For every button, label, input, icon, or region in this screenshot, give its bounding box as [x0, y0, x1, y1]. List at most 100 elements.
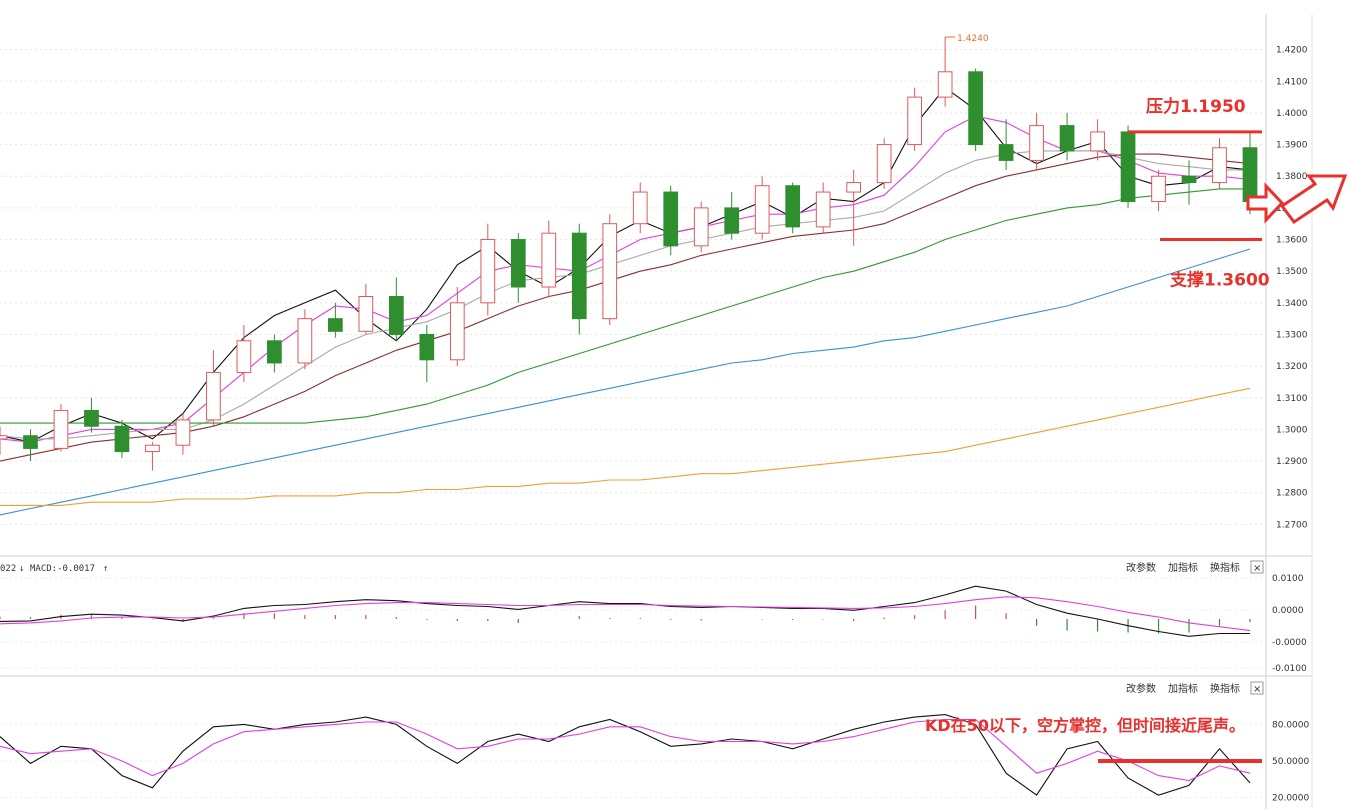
resistance-label: 压力1.1950: [1146, 96, 1246, 117]
kd-line-k: [0, 714, 1251, 796]
peak-label: 1.4240: [957, 34, 989, 44]
price-tick-label: 1.3800: [1276, 172, 1308, 182]
price-tick-label: 1.3000: [1276, 425, 1308, 435]
candle-body: [510, 239, 526, 288]
candle-body: [1029, 125, 1044, 161]
ma-line-ma120: [0, 248, 1251, 516]
kd-change-params-button[interactable]: 改参数: [1126, 682, 1156, 695]
candle-body: [602, 223, 618, 320]
candle-body: [1181, 175, 1197, 184]
kd-close-icon[interactable]: ×: [1253, 684, 1261, 695]
macd-line-dif: [0, 585, 1250, 637]
moving-average-lines: [0, 86, 1251, 516]
ma-line-ma30: [0, 153, 1251, 462]
price-tick-label: 1.3200: [1276, 362, 1308, 372]
candle-body: [663, 191, 679, 247]
kd-note: KD在50以下，空方掌控，但时间接近尾声。: [925, 716, 1245, 735]
macd-label: MACD:-0.0017: [30, 564, 95, 574]
candle-body: [419, 333, 435, 361]
macd-tick-label: 0.0000: [1272, 606, 1304, 616]
candle-body: [907, 96, 922, 146]
price-tick-label: 1.3600: [1276, 236, 1308, 246]
macd-tick-label: 0.0100: [1272, 574, 1304, 584]
macd-tick-label: -0.0000: [1272, 638, 1307, 648]
macd-up-arrow-icon: ↑: [103, 564, 108, 574]
price-tick-label: 1.2800: [1276, 489, 1308, 499]
kd-axis-ticks: 80.0000 50.0000 20.0000: [1272, 720, 1309, 803]
kd-switch-indicator-button[interactable]: 换指标: [1210, 682, 1240, 695]
close-box[interactable]: [1250, 560, 1264, 574]
candle-body: [541, 232, 557, 288]
candle-body: [388, 295, 404, 335]
candle-body: [0, 435, 8, 440]
candle-body: [1212, 147, 1227, 184]
candle-body: [937, 71, 953, 98]
candle-body: [297, 318, 313, 364]
macd-header: 022 ↓ MACD:-0.0017 ↑: [0, 564, 108, 574]
kd-close-box[interactable]: [1250, 681, 1264, 695]
price-tick-label: 1.3500: [1276, 267, 1308, 277]
candle-body: [328, 318, 343, 332]
candle-body: [358, 295, 374, 332]
kd-tick-label: 80.0000: [1272, 720, 1309, 730]
ma-line-ma250: [0, 387, 1251, 506]
price-tick-label: 1.3100: [1276, 394, 1308, 404]
candle-body: [84, 409, 99, 427]
candle-body: [724, 207, 740, 234]
price-tick-label: 1.3400: [1276, 299, 1308, 309]
candle-body: [846, 182, 862, 193]
candle-body: [571, 232, 587, 320]
price-grid: [0, 49, 1266, 525]
peak-marker: 1.4240: [945, 34, 989, 44]
macd-down-arrow-icon: ↓: [19, 564, 24, 574]
candle-body: [1059, 125, 1075, 152]
macd-grid: [0, 577, 1266, 669]
price-tick-label: 1.3900: [1276, 141, 1308, 151]
candle-body: [114, 425, 130, 453]
candle-body: [632, 191, 648, 225]
macd-lines: [0, 585, 1251, 637]
candle-body: [175, 419, 191, 446]
candle-body: [236, 340, 252, 373]
candle-body: [754, 185, 770, 234]
add-indicator-button[interactable]: 加指标: [1168, 561, 1198, 574]
kd-tick-label: 50.0000: [1272, 757, 1309, 767]
switch-indicator-button[interactable]: 换指标: [1210, 561, 1240, 574]
price-tick-label: 1.2700: [1276, 520, 1308, 530]
price-tick-label: 1.4200: [1276, 46, 1308, 56]
candle-body: [145, 444, 160, 453]
kd-toolbar: 改参数 加指标 换指标 ×: [1126, 681, 1264, 695]
candle-body: [53, 409, 69, 449]
close-icon[interactable]: ×: [1253, 563, 1261, 574]
kd-add-indicator-button[interactable]: 加指标: [1168, 682, 1198, 695]
candle-body: [785, 185, 801, 228]
candle-body: [1120, 131, 1136, 203]
candle-body: [968, 71, 983, 146]
macd-label-partial: 022: [0, 564, 16, 574]
candle-body: [1242, 147, 1258, 203]
ma-line-ma60: [0, 188, 1250, 424]
kd-tick-label: 20.0000: [1272, 794, 1309, 804]
candle-body: [206, 371, 221, 421]
candle-body: [876, 144, 892, 184]
right-arrow-icon: [1246, 182, 1285, 224]
kd-lines: [0, 714, 1251, 796]
macd-line-dea: [0, 596, 1251, 632]
candle-body: [480, 239, 496, 304]
kd-grid: [0, 723, 1266, 799]
candle-body: [1151, 175, 1166, 203]
macd-tick-label: -0.0100: [1272, 664, 1307, 674]
change-params-button[interactable]: 改参数: [1126, 561, 1156, 574]
candle-body: [693, 207, 709, 247]
candle-body: [267, 340, 282, 364]
macd-histogram: [0, 605, 1251, 634]
kd-line-d: [0, 718, 1251, 782]
price-tick-label: 1.4000: [1276, 109, 1308, 119]
macd-toolbar: 改参数 加指标 换指标 ×: [1126, 560, 1264, 574]
ma-line-ma20: [0, 150, 1250, 440]
macd-axis-ticks: 0.0100 0.0000 -0.0000 -0.0100: [1272, 574, 1307, 674]
up-right-arrow-icon: [1279, 174, 1348, 225]
candle-body: [815, 191, 831, 228]
price-tick-label: 1.3300: [1276, 330, 1308, 340]
